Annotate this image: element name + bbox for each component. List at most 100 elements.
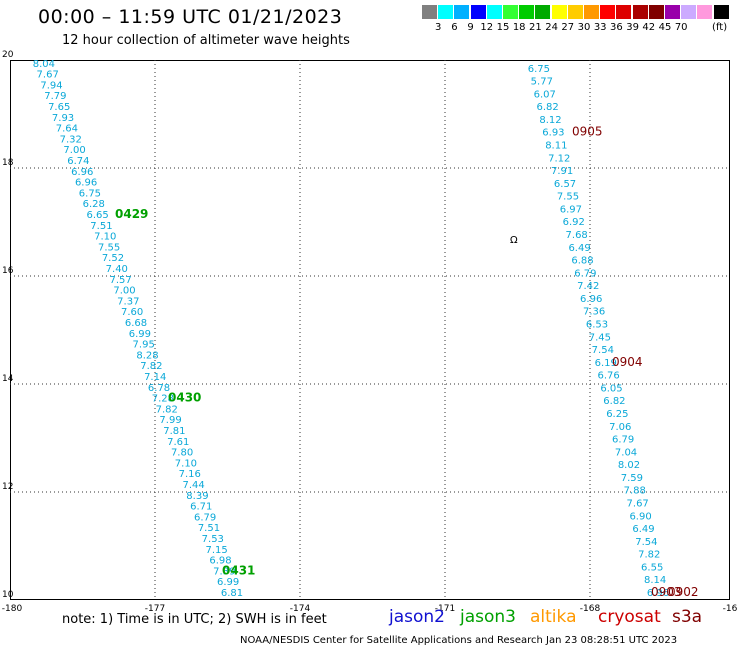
color-scale-label: 18 (512, 22, 526, 33)
page-title: 00:00 – 11:59 UTC 01/21/2023 (38, 6, 343, 28)
wave-height-value: 7.39 (213, 566, 235, 577)
color-swatch (535, 5, 551, 19)
altimeter-map: 9.318.047.677.947.797.657.937.647.327.00… (10, 60, 730, 600)
color-swatch (422, 5, 437, 19)
wave-height-value: 6.99 (217, 577, 239, 588)
wave-height-value: 6.88 (571, 256, 593, 267)
wave-height-value: 7.00 (63, 145, 85, 156)
pass-time-label: 0904 (612, 355, 643, 369)
wave-height-value: 7.51 (198, 523, 220, 534)
wave-height-value: 7.60 (121, 307, 143, 318)
wave-height-value: 7.79 (44, 91, 66, 102)
pass-time-label: 0902 (668, 585, 699, 599)
wave-height-value: 6.75 (528, 64, 550, 75)
color-scale-label: 27 (561, 22, 575, 33)
color-swatch (470, 5, 486, 19)
x-axis-label: -180 (1, 604, 23, 614)
color-scale-label: 42 (642, 22, 656, 33)
wave-height-value: 6.28 (83, 199, 105, 210)
pass-time-label: 0903 (651, 585, 682, 599)
wave-height-value: 7.95 (133, 340, 155, 351)
legend-item-s3a: s3a (672, 607, 703, 627)
x-axis-label: -16 (722, 604, 738, 614)
wave-height-value: 7.81 (163, 426, 185, 437)
color-swatch (486, 5, 502, 19)
y-axis-label: 10 (2, 590, 14, 600)
color-scale-label: 30 (577, 22, 591, 33)
color-swatch (519, 5, 535, 19)
wave-height-value: 7.65 (48, 102, 70, 113)
y-axis-label: 14 (2, 374, 14, 384)
wave-height-value: 7.67 (37, 70, 59, 81)
wave-height-value: 7.82 (156, 404, 178, 415)
wave-height-value: 7.40 (106, 264, 128, 275)
wave-height-value: 6.99 (129, 329, 151, 340)
color-scale-label: 21 (529, 22, 542, 33)
color-swatch (713, 5, 729, 19)
wave-height-value: 6.82 (603, 396, 625, 407)
wave-height-value: 7.14 (144, 372, 166, 383)
wave-height-value: 7.61 (167, 437, 189, 448)
wave-height-value: 7.80 (171, 448, 193, 459)
footer-credit: NOAA/NESDIS Center for Satellite Applica… (240, 635, 678, 646)
wave-height-value: 7.99 (159, 415, 181, 426)
x-axis-label: -171 (434, 604, 456, 614)
wave-height-value: 6.92 (563, 217, 585, 228)
wave-height-value: 7.42 (577, 281, 599, 292)
wave-height-value: 7.53 (202, 534, 224, 545)
wave-height-value: 7.91 (551, 166, 573, 177)
color-scale-label: 15 (496, 22, 510, 33)
wave-height-value: 6.81 (221, 588, 243, 599)
color-scale-label: 39 (626, 22, 639, 33)
wave-height-value: 7.15 (206, 545, 228, 556)
color-swatch (665, 5, 680, 19)
color-scale-unit: (ft) (712, 22, 728, 33)
wave-height-value: 7.64 (56, 124, 78, 135)
wave-height-value: 6.49 (632, 524, 654, 535)
wave-height-value: 6.79 (612, 435, 634, 446)
wave-height-value: 6.07 (534, 89, 556, 100)
color-swatch (616, 5, 632, 19)
wave-height-value: 7.54 (635, 537, 657, 548)
wave-height-value: 8.28 (136, 350, 158, 361)
wave-height-value: 8.12 (539, 115, 561, 126)
wave-height-value: 7.37 (117, 296, 139, 307)
color-scale-label: 6 (451, 22, 458, 33)
wave-height-value: 7.67 (627, 499, 649, 510)
wave-height-value: 6.76 (597, 371, 619, 382)
color-swatch (438, 5, 454, 19)
color-scale-label: 24 (545, 22, 558, 33)
wave-height-value: 6.93 (542, 128, 564, 139)
color-scale-label: 12 (480, 22, 494, 33)
color-scale-label: 45 (658, 22, 672, 33)
color-scale-label: 33 (593, 22, 607, 33)
wave-height-value: 8.11 (545, 141, 567, 152)
wave-height-value: 6.78 (148, 383, 170, 394)
wave-height-value: 6.75 (79, 188, 101, 199)
color-swatch (454, 5, 470, 19)
wave-height-value: 7.68 (566, 230, 588, 241)
wave-height-value: 7.00 (113, 286, 135, 297)
wave-height-value: 7.82 (638, 550, 660, 561)
wave-height-value: 7.93 (52, 113, 74, 124)
wave-height-value: 7.45 (589, 332, 611, 343)
legend-item-jason2: jason2 (389, 607, 445, 627)
color-swatch (600, 5, 616, 19)
pass-time-label: 0430 (168, 391, 201, 405)
wave-height-value: 7.94 (40, 80, 62, 91)
wave-height-value: 7.16 (179, 469, 201, 480)
wave-height-value: 8.02 (618, 460, 640, 471)
wave-height-value: 6.74 (67, 156, 89, 167)
island-marker: Ω (510, 235, 518, 246)
wave-height-value: 7.10 (175, 458, 197, 469)
page-subtitle: 12 hour collection of altimeter wave hei… (62, 33, 350, 48)
wave-height-value: 7.06 (609, 422, 631, 433)
y-axis-label: 16 (2, 266, 14, 276)
wave-height-value: 6.68 (125, 318, 147, 329)
color-scale-label: 9 (467, 22, 474, 33)
wave-height-value: 5.77 (531, 77, 553, 88)
wave-height-value: 6.71 (190, 502, 212, 513)
wave-height-value: 7.32 (60, 134, 82, 145)
color-swatch (567, 5, 583, 19)
legend-item-jason3: jason3 (460, 607, 516, 627)
